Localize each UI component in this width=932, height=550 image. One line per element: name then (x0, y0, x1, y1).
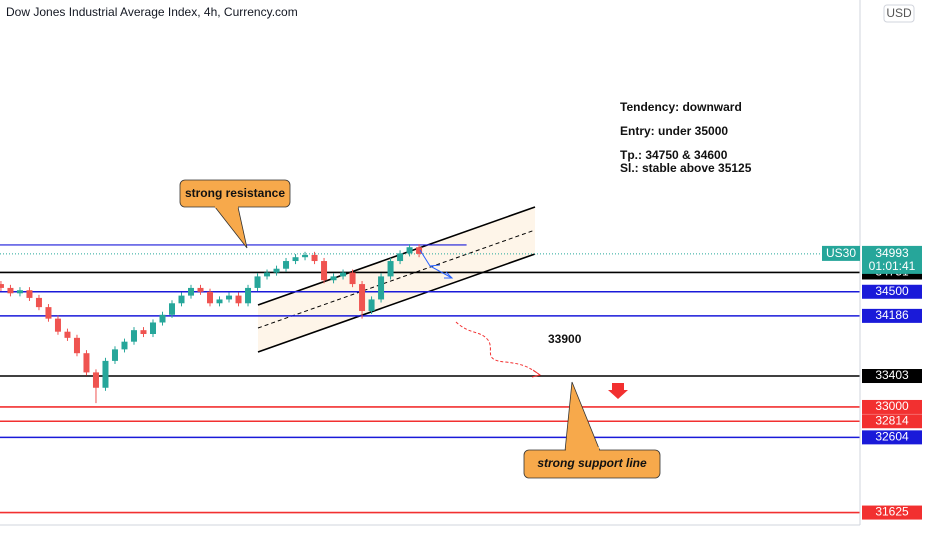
candle-body (92, 372, 99, 388)
chart-title: Dow Jones Industrial Average Index, 4h, … (6, 5, 298, 19)
level-label-box (862, 430, 922, 445)
currency: USD (886, 6, 912, 20)
arrow-head (531, 369, 542, 378)
callout-text: strong support line (537, 456, 647, 470)
candle-body (302, 254, 309, 258)
candle-body (207, 291, 214, 304)
candle-body (7, 287, 14, 294)
currency-box[interactable] (883, 4, 915, 23)
candle-body (321, 261, 328, 281)
candle-body (254, 276, 261, 288)
level-label: 34500 (875, 284, 909, 298)
candle-body (26, 290, 33, 298)
note: Tendency: downward (620, 100, 742, 114)
arrow-head (429, 264, 454, 279)
candle-body (387, 261, 394, 277)
candle-body (111, 349, 118, 361)
last-price-box (862, 245, 922, 274)
last-price: 34993 (875, 246, 909, 260)
candle-body (283, 261, 290, 269)
candle-body (216, 299, 223, 304)
level-label: 34186 (875, 308, 909, 322)
level-label-box (862, 399, 922, 414)
note: Tp.: 34750 & 34600 (620, 148, 728, 162)
symbol-box (822, 245, 860, 261)
candle-body (359, 284, 366, 311)
candle-body (197, 287, 204, 292)
candle-body (340, 272, 347, 277)
candle-body (264, 272, 271, 277)
projection-arrow (455, 321, 541, 376)
candle-body (378, 276, 385, 300)
level-label-box (862, 284, 922, 299)
candle-body (159, 314, 166, 323)
candle-body (349, 272, 356, 285)
candle-body (83, 353, 90, 373)
candle-body (330, 276, 337, 281)
callout-text: strong resistance (185, 186, 285, 200)
candle-body (121, 341, 128, 350)
level-label-box (862, 308, 922, 323)
candle-body (188, 287, 195, 296)
candle-body (397, 253, 404, 262)
channel-bottom (257, 253, 536, 353)
candle-body (0, 284, 4, 288)
candle-body (406, 247, 413, 254)
channel-top (257, 206, 536, 306)
level-label: 33000 (875, 399, 909, 413)
candle-body (16, 290, 23, 294)
level-label: 33403 (875, 368, 909, 382)
candle-body (130, 330, 137, 342)
symbol: US30 (826, 246, 856, 260)
callout-joint (215, 203, 238, 208)
candle-body (311, 254, 318, 262)
candle-body (292, 257, 299, 262)
level-label-box (862, 505, 922, 520)
target-label: 33900 (548, 332, 582, 346)
candle-body (226, 295, 233, 300)
candle-body (169, 303, 175, 315)
level-label-box (862, 414, 922, 429)
candle-body (178, 295, 185, 304)
level-label-box (862, 369, 922, 384)
candle-body (273, 268, 280, 273)
candle-body (149, 322, 156, 335)
countdown: 01:01:41 (869, 259, 916, 273)
down-arrow (608, 383, 628, 399)
candle-body (64, 331, 71, 338)
callout-joint (566, 447, 599, 453)
candle-body (245, 287, 252, 304)
candle-body (102, 360, 109, 388)
level-label: 32604 (875, 430, 909, 444)
level-label: 32814 (875, 413, 909, 427)
candle-body (235, 295, 242, 304)
note: Sl.: stable above 35125 (620, 161, 752, 175)
level-label: 31625 (875, 505, 909, 519)
candle-body (35, 297, 42, 308)
candle-body (54, 318, 61, 332)
candle-body (140, 330, 147, 335)
candle-body (45, 307, 52, 319)
note: Entry: under 35000 (620, 124, 728, 138)
candle-body (73, 337, 80, 354)
candle-body (416, 247, 423, 254)
candle-body (368, 299, 375, 311)
